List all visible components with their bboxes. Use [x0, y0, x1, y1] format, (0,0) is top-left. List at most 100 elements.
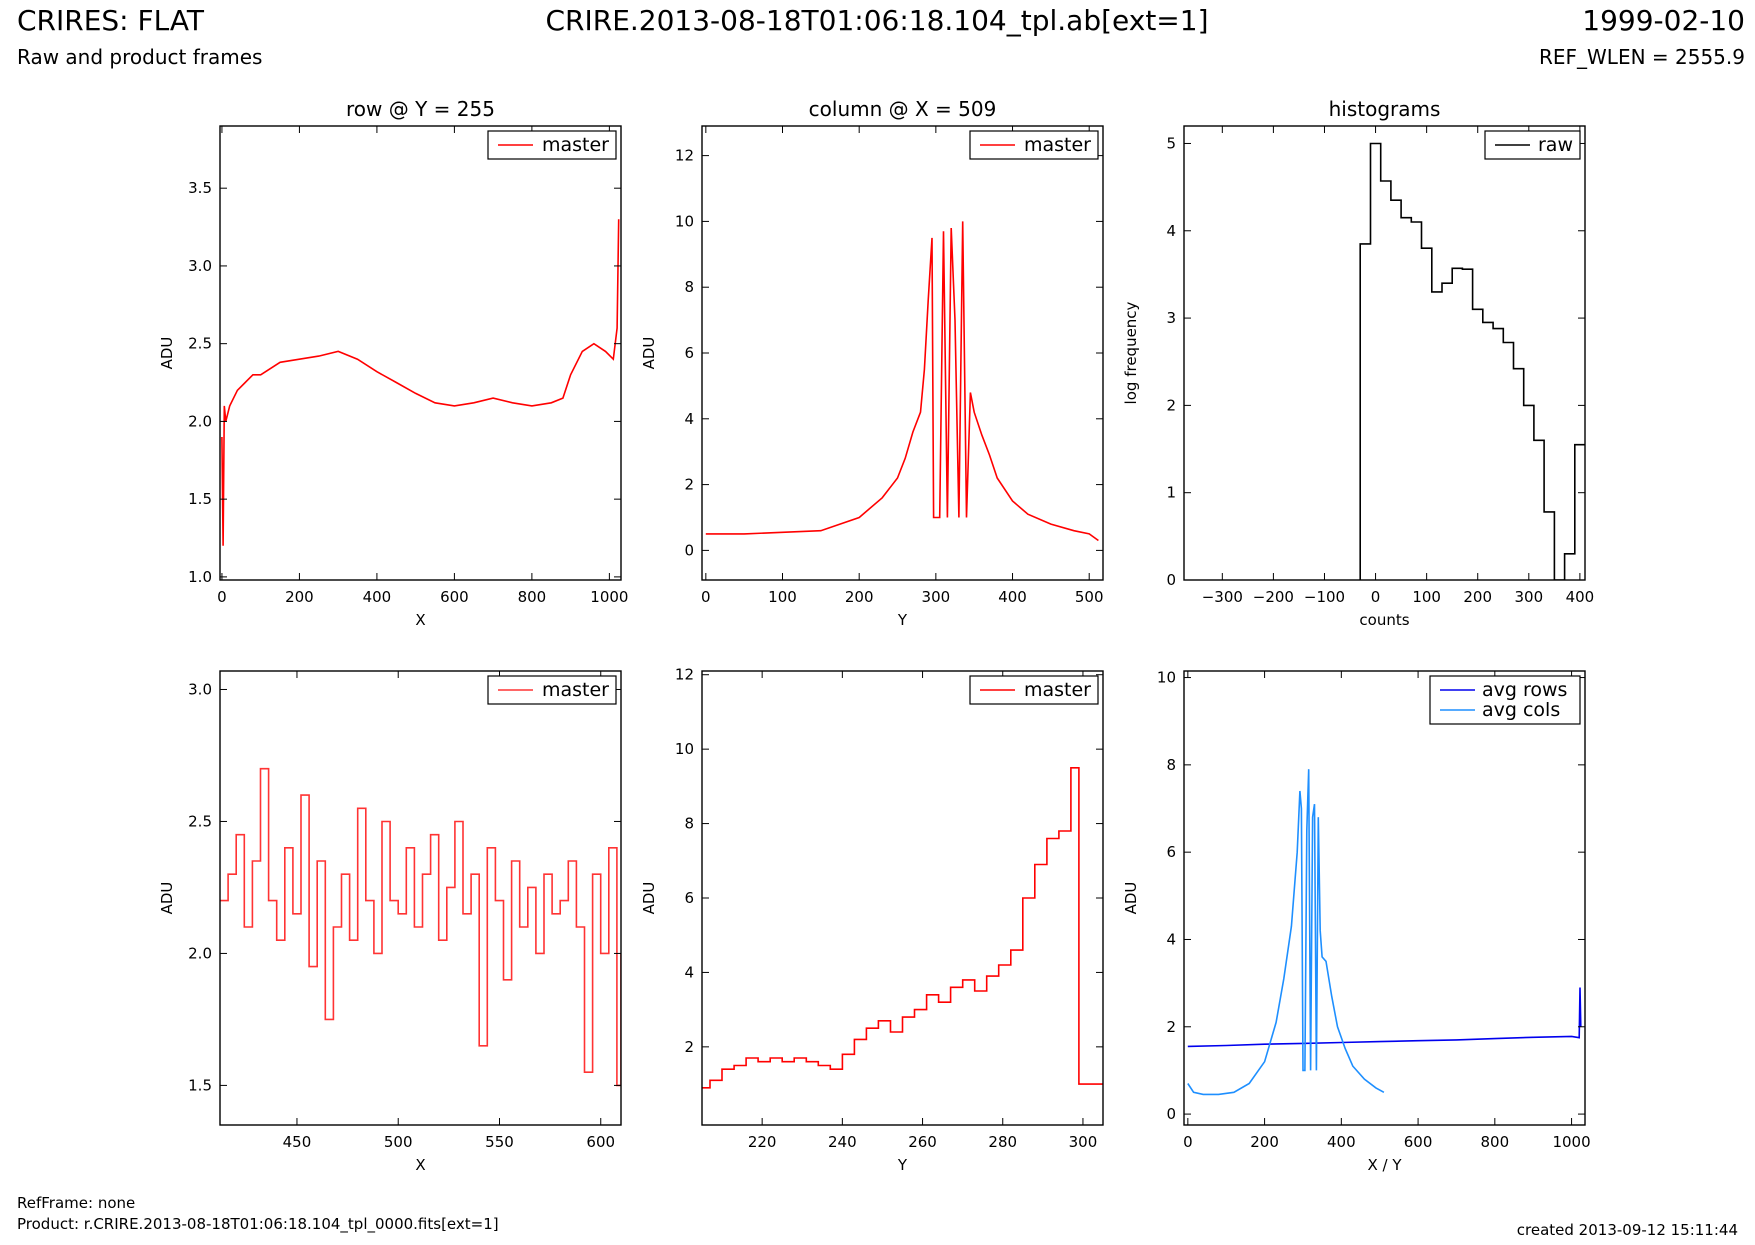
chart3-ytick-label: 5: [1166, 134, 1176, 152]
chart3-ytick-label: 1: [1166, 484, 1176, 502]
chart6-ytick-label: 0: [1166, 1105, 1176, 1123]
chart3-xtick-label: 300: [1514, 588, 1543, 606]
chart5-xtick-label: 280: [988, 1133, 1017, 1151]
chart3-ytick-label: 0: [1166, 571, 1176, 589]
chart5-ytick-label: 4: [684, 963, 694, 981]
chart1-xtick-label: 800: [518, 588, 547, 606]
chart1-xtick-label: 0: [217, 588, 227, 606]
chart2-legend-label: master: [1024, 134, 1091, 156]
chart4-ylabel: ADU: [158, 882, 176, 915]
chart3-xtick-label: −300: [1202, 588, 1243, 606]
chart6-legend-label: avg cols: [1482, 699, 1560, 721]
chart3-ytick-label: 4: [1166, 222, 1176, 240]
chart5: 220 240 260 280 300 2 4 6 8 10 12 Y ADU master: [640, 666, 1104, 1174]
chart5-series-master: [702, 767, 1103, 1089]
chart6-xtick-label: 200: [1250, 1133, 1279, 1151]
chart2-ytick-label: 0: [684, 541, 694, 559]
chart3-xtick-label: 400: [1566, 588, 1595, 606]
chart6-xlabel: X / Y: [1367, 1156, 1402, 1174]
chart6-ytick-label: 8: [1166, 756, 1176, 774]
chart3-ylabel: log frequency: [1122, 301, 1140, 404]
figure-title-right: 1999-02-10: [1582, 4, 1745, 37]
chart6-series-avg-cols: [1187, 769, 1385, 1096]
chart2-ytick-label: 8: [684, 278, 694, 296]
chart2-ytick-label: 4: [684, 410, 694, 428]
chart3-axes-frame: [1183, 125, 1586, 581]
chart4-series-master: [220, 767, 621, 1087]
chart6-ytick-label: 6: [1166, 843, 1176, 861]
chart6-legend-label: avg rows: [1482, 679, 1567, 701]
chart1-legend-label: master: [542, 134, 609, 156]
chart4-legend-label: master: [542, 679, 609, 701]
chart1-ytick-label: 2.5: [188, 335, 212, 353]
chart1-xtick-label: 1000: [590, 588, 628, 606]
chart3-ytick-label: 2: [1166, 396, 1176, 414]
footer-product: Product: r.CRIRE.2013-08-18T01:06:18.104…: [17, 1215, 499, 1233]
chart3-legend-label: raw: [1538, 134, 1573, 156]
chart1-ytick-label: 1.0: [188, 568, 212, 586]
chart6-xtick-label: 1000: [1552, 1133, 1590, 1151]
chart4-ytick-label: 2.5: [188, 812, 212, 830]
chart6-xtick-label: 600: [1404, 1133, 1433, 1151]
chart2-xtick-label: 500: [1075, 588, 1104, 606]
chart2-xtick-label: 100: [768, 588, 797, 606]
figure-title-center: CRIRE.2013-08-18T01:06:18.104_tpl.ab[ext…: [545, 4, 1209, 37]
chart4-xtick-label: 500: [384, 1133, 413, 1151]
chart5-xlabel: Y: [897, 1156, 908, 1174]
chart1-xtick-label: 200: [285, 588, 314, 606]
chart2-title: column @ X = 509: [809, 97, 997, 121]
chart6-ytick-label: 4: [1166, 930, 1176, 948]
figure-title-left: CRIRES: FLAT: [17, 4, 204, 37]
chart4: 450 500 550 600 1.5 2.0 2.5 3.0 X ADU master: [158, 670, 622, 1174]
chart4-xtick-label: 450: [283, 1133, 312, 1151]
chart5-xtick-label: 260: [908, 1133, 937, 1151]
chart6: 0 200 400 600 800 1000 0 2 4 6 8 10 X / Y ADU avg rows…: [1122, 669, 1591, 1174]
chart4-ytick-label: 1.5: [188, 1076, 212, 1094]
chart5-xtick-label: 240: [828, 1133, 857, 1151]
chart1-ytick-label: 3.5: [188, 179, 212, 197]
chart2-ytick-label: 12: [675, 147, 694, 165]
chart1: row @ Y = 255 0 200 400 600 800 1000 1.0 1.5 2.0 2…: [158, 97, 628, 629]
chart1-legend: master: [487, 130, 617, 160]
chart2-ytick-label: 2: [684, 476, 694, 494]
chart6-ylabel: ADU: [1122, 882, 1140, 915]
chart2-legend: master: [969, 130, 1099, 160]
chart4-legend: master: [487, 675, 617, 705]
chart6-series-avg-rows: [1187, 987, 1582, 1048]
chart3-xtick-label: 200: [1463, 588, 1492, 606]
chart3-xlabel: counts: [1359, 611, 1409, 629]
figure-subtitle-right: REF_WLEN = 2555.9: [1538, 45, 1745, 69]
chart2-xtick-label: 0: [701, 588, 711, 606]
chart5-ytick-label: 8: [684, 815, 694, 833]
chart3-xtick-label: −200: [1253, 588, 1294, 606]
chart4-axes-frame: [219, 670, 622, 1126]
chart5-legend: master: [969, 675, 1099, 705]
chart2-xtick-label: 300: [922, 588, 951, 606]
chart5-ytick-label: 2: [684, 1038, 694, 1056]
chart1-series-master: [221, 219, 620, 546]
chart6-axes-frame: [1183, 670, 1586, 1126]
chart1-ylabel: ADU: [158, 337, 176, 370]
chart3-series-raw: [1359, 142, 1585, 580]
chart4-ytick-label: 2.0: [188, 944, 212, 962]
chart5-xtick-label: 220: [748, 1133, 777, 1151]
chart2-ylabel: ADU: [640, 337, 658, 370]
chart4-ytick-label: 3.0: [188, 680, 212, 698]
chart6-xtick-label: 800: [1481, 1133, 1510, 1151]
chart5-axes-frame: [701, 670, 1104, 1126]
chart2-ytick-label: 6: [684, 344, 694, 362]
chart3-ytick-label: 3: [1166, 309, 1176, 327]
chart1-title: row @ Y = 255: [346, 97, 495, 121]
chart2-xtick-label: 200: [845, 588, 874, 606]
chart1-axes-frame: [219, 125, 622, 581]
chart4-xtick-label: 550: [485, 1133, 514, 1151]
chart1-xtick-label: 400: [363, 588, 392, 606]
chart1-ytick-label: 3.0: [188, 257, 212, 275]
chart3-title: histograms: [1329, 97, 1441, 121]
chart3-xtick-label: −100: [1304, 588, 1345, 606]
chart2-series-master: [705, 221, 1099, 542]
chart5-ylabel: ADU: [640, 882, 658, 915]
chart2: column @ X = 509 0 100 200 300 400 500 0 2 4 6 8 10 1…: [640, 97, 1104, 629]
